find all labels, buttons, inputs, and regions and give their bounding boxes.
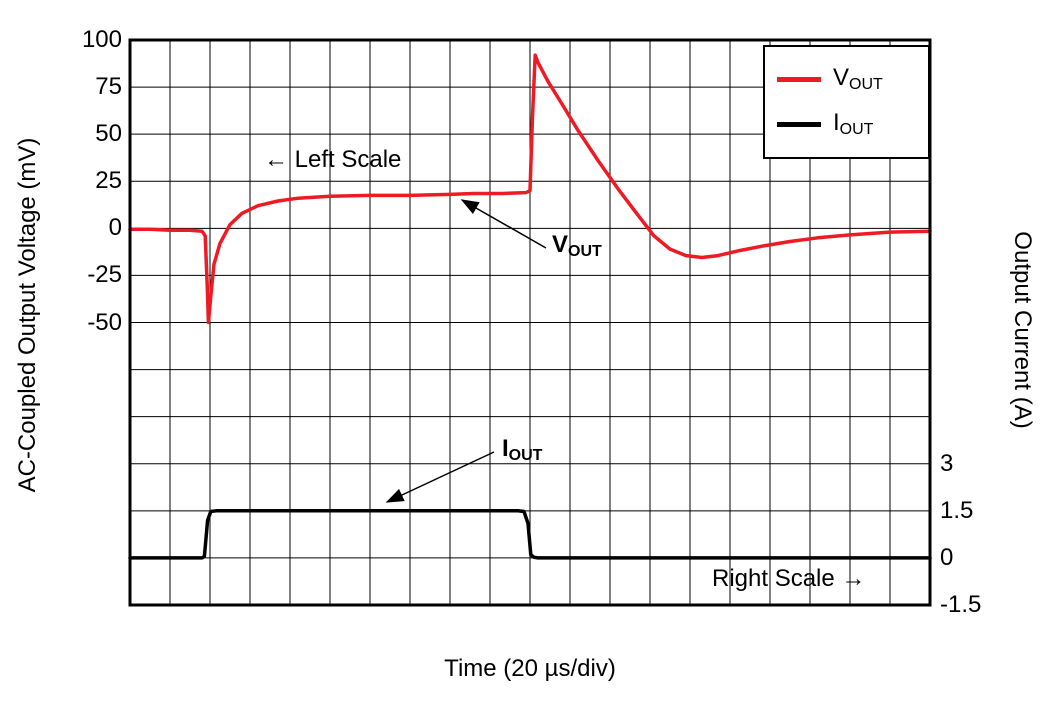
right-scale-label: Right Scale [712,565,835,592]
legend-entries: VOUT IOUT [765,57,928,147]
left-tick--25: -25 [87,261,122,289]
right-scale-annotation: Right Scale → [712,565,865,593]
legend-entry-vout: VOUT [765,57,928,102]
left-tick-75: 75 [95,73,122,101]
legend-swatch-0 [777,77,821,82]
vout-callout-label: VOUT [552,231,602,260]
legend-label-1: IOUT [833,109,874,139]
left-tick-100: 100 [81,26,122,53]
vout-callout-arrow [460,199,547,249]
right-tick-3: 3 [940,449,954,477]
trace-iout [128,509,932,560]
left-scale-annotation: ← Left Scale [264,146,401,174]
right-axis-title: Output Current (A) [1009,231,1036,429]
left-tick--50: -50 [87,308,122,336]
right-arrow-glyph: → [841,565,866,592]
left-tick-50: 50 [95,120,122,148]
right-tick-0: 0 [940,543,954,571]
left-scale-label: Left Scale [294,146,402,173]
plot-border [128,38,932,607]
iout-sub: OUT [508,447,543,464]
right-tick-1.5: 1.5 [940,496,974,524]
grid-lines [130,40,930,605]
vout-sub: OUT [568,243,602,260]
legend-entry-iout: IOUT [765,102,928,147]
callout-arrows [385,199,547,503]
right-axis-ticks: 3 1.5 0 -1.5 [940,0,1050,701]
waveform-traces [128,53,932,560]
x-axis-title: Time (20 µs/div) [444,655,616,682]
left-tick-25: 25 [95,167,122,195]
iout-main: I [502,435,509,462]
iout-callout-arrow [385,451,495,503]
left-arrow-glyph: ← [264,146,288,173]
trace-vout [128,53,932,325]
left-axis-title: AC-Coupled Output Voltage (mV) [14,137,41,493]
legend-label-0: VOUT [833,64,883,94]
right-tick--1.5: -1.5 [940,591,982,618]
legend-swatch-1 [777,122,821,127]
legend: VOUT IOUT [763,45,930,159]
vout-main: V [552,231,569,258]
left-tick-0: 0 [108,214,122,242]
left-axis-ticks: 100 75 50 25 0 -25 -50 [0,0,122,701]
iout-callout-label: IOUT [502,435,543,464]
